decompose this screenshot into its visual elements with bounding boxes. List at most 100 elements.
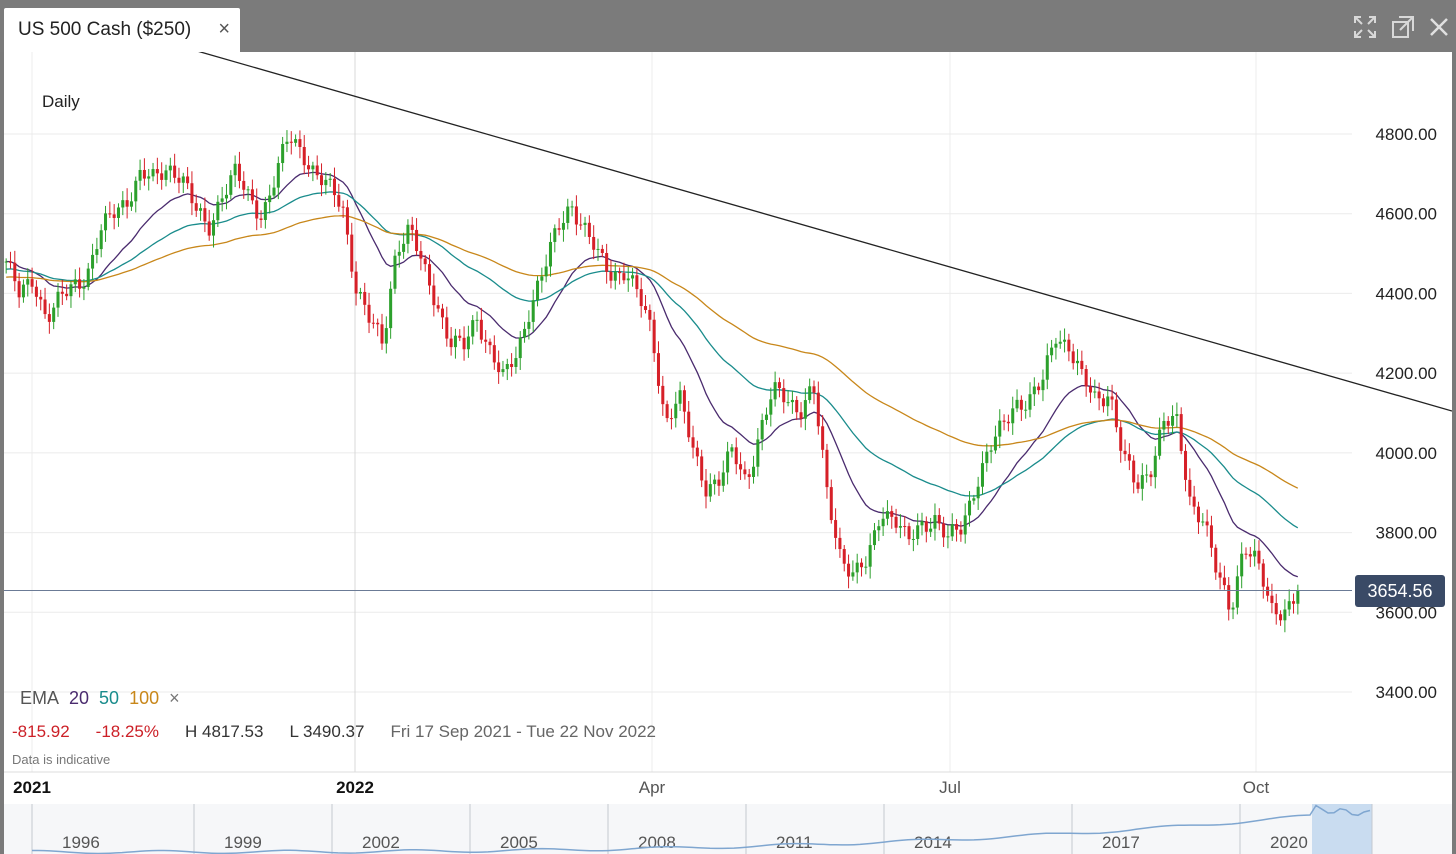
candle-body	[622, 273, 626, 281]
candle-body	[583, 222, 587, 225]
candle-body	[125, 200, 129, 207]
candle-body	[570, 206, 574, 208]
candle-body	[739, 464, 743, 470]
candle	[548, 232, 552, 277]
candle-body	[1058, 341, 1062, 344]
candle-body	[596, 248, 600, 250]
candle	[259, 210, 263, 228]
x-tick-label: Jul	[939, 778, 961, 797]
candle-body	[224, 194, 228, 199]
candle	[276, 156, 280, 200]
candle	[968, 491, 972, 527]
candle	[419, 241, 423, 271]
ema-100-label[interactable]: 100	[129, 688, 160, 708]
candle	[73, 269, 77, 293]
candle-body	[950, 524, 954, 537]
candle-body	[1253, 550, 1257, 557]
candle	[82, 279, 86, 301]
candle	[168, 157, 172, 183]
candle	[1019, 395, 1023, 422]
candle-body	[246, 189, 250, 191]
ema-50-label[interactable]: 50	[99, 688, 120, 708]
candle	[337, 183, 341, 212]
candle	[1192, 485, 1196, 515]
indicative-note: Data is indicative	[12, 752, 111, 767]
candle-body	[540, 276, 544, 281]
candle	[250, 179, 254, 205]
candle-body	[26, 279, 30, 285]
navigator-year-label: 2017	[1102, 833, 1140, 852]
candle-body	[903, 526, 907, 528]
candle	[4, 258, 8, 274]
candle	[1045, 343, 1049, 390]
candle	[795, 396, 799, 421]
candle-body	[998, 420, 1002, 437]
candle-body	[497, 362, 501, 373]
candle	[713, 474, 717, 495]
candle-body	[1080, 360, 1084, 370]
close-window-icon[interactable]	[1426, 14, 1452, 40]
candle-body	[1123, 450, 1127, 455]
candle	[432, 273, 436, 317]
candle-body	[968, 500, 972, 516]
candle-body	[415, 229, 419, 252]
candle-body	[734, 447, 738, 465]
candle-body	[756, 439, 760, 467]
candle	[298, 130, 302, 159]
candle-body	[894, 516, 898, 528]
candle-body	[786, 402, 790, 404]
candle	[1218, 562, 1222, 590]
candle-body	[108, 213, 112, 215]
candle-body	[972, 498, 976, 501]
candle-body	[389, 288, 393, 329]
candle-body	[345, 207, 349, 235]
candle	[583, 216, 587, 237]
candle	[946, 524, 950, 549]
candle-body	[138, 169, 142, 181]
candle-body	[618, 271, 622, 274]
remove-indicator-icon[interactable]: ×	[169, 688, 180, 708]
candle-body	[95, 249, 99, 255]
tab-close-icon[interactable]: ×	[218, 18, 230, 40]
fullscreen-icon[interactable]	[1352, 14, 1378, 40]
candle	[255, 188, 259, 231]
candle	[579, 213, 583, 230]
candle-body	[56, 291, 60, 308]
candle-body	[1119, 427, 1123, 451]
candle	[445, 306, 449, 347]
candle	[834, 508, 838, 550]
candle-body	[631, 275, 635, 279]
candle-body	[769, 399, 773, 415]
ema-50-line	[6, 191, 1299, 529]
candle-body	[203, 208, 207, 222]
candle-body	[1153, 455, 1157, 478]
candle-body	[1227, 585, 1231, 610]
candle-body	[194, 203, 198, 211]
instrument-tab[interactable]: US 500 Cash ($250) ×	[4, 8, 240, 52]
popout-icon[interactable]	[1390, 14, 1416, 40]
candle-body	[708, 484, 712, 497]
ema-20-label[interactable]: 20	[69, 688, 90, 708]
candle	[1184, 444, 1188, 492]
candle-body	[255, 200, 259, 219]
candlestick-series	[4, 130, 1300, 633]
y-tick-label: 4800.00	[1376, 125, 1437, 144]
price-chart[interactable]: 4800.00 4600.00 4400.00 4200.00 4000.00 3800.…	[4, 52, 1452, 854]
candle-body	[471, 320, 475, 337]
candle-body	[1050, 347, 1054, 356]
candle-body	[613, 271, 617, 281]
candle-body	[212, 220, 216, 236]
candle	[354, 261, 358, 306]
candle-body	[523, 328, 527, 338]
candle	[34, 280, 38, 307]
candle	[116, 203, 120, 227]
candle-body	[147, 176, 151, 179]
candle-body	[1088, 386, 1092, 393]
candle	[125, 188, 129, 219]
candle	[311, 161, 315, 182]
candle	[933, 503, 937, 541]
candle-body	[1158, 429, 1162, 456]
candle-body	[691, 437, 695, 448]
y-tick-label: 3400.00	[1376, 683, 1437, 702]
candle-body	[726, 451, 730, 473]
